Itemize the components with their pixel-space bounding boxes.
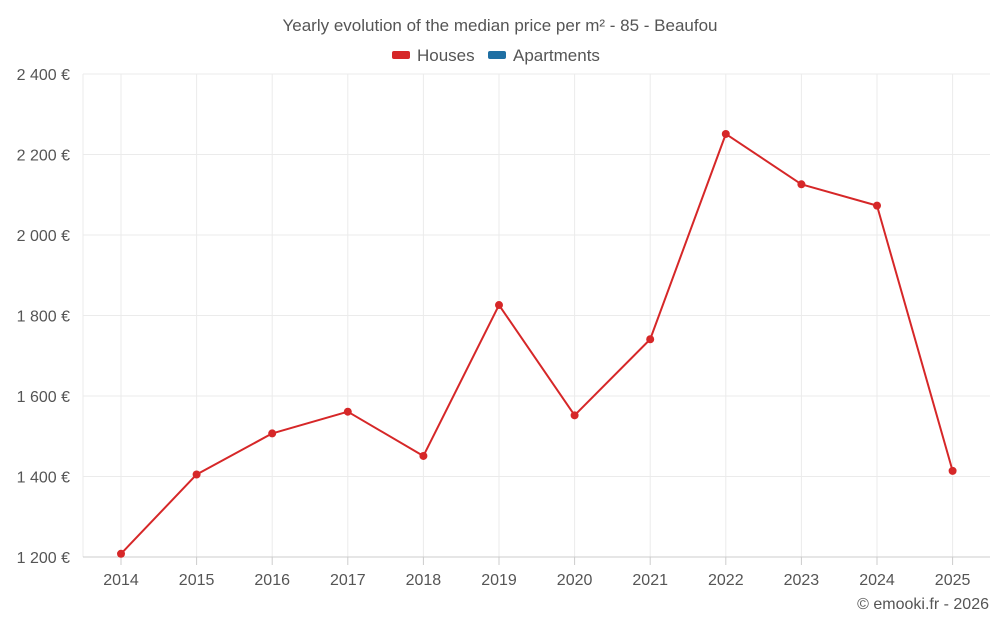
x-tick-label: 2018 xyxy=(406,572,442,589)
legend-label-houses: Houses xyxy=(417,46,475,65)
series-line-houses xyxy=(120,132,954,555)
legend: Houses Apartments xyxy=(392,46,600,65)
x-tick-label: 2016 xyxy=(254,572,290,589)
grid xyxy=(83,73,990,558)
x-tick-label: 2019 xyxy=(481,572,517,589)
x-tick-label: 2024 xyxy=(859,572,895,589)
legend-swatch-houses xyxy=(392,51,410,59)
credit-text: © emooki.fr - 2026 xyxy=(857,596,989,613)
data-point[interactable] xyxy=(192,470,201,479)
y-tick-label: 2 400 € xyxy=(17,67,70,84)
x-tick-label: 2015 xyxy=(179,572,215,589)
chart-title: Yearly evolution of the median price per… xyxy=(282,16,717,35)
data-point[interactable] xyxy=(419,451,428,460)
x-tick-label: 2017 xyxy=(330,572,366,589)
x-tick-label: 2023 xyxy=(784,572,820,589)
x-tick-label: 2025 xyxy=(935,572,971,589)
data-point[interactable] xyxy=(495,301,503,310)
data-point[interactable] xyxy=(646,335,655,344)
y-tick-label: 1 400 € xyxy=(17,470,70,487)
data-point[interactable] xyxy=(873,201,881,210)
x-tick-label: 2020 xyxy=(557,572,593,589)
x-tick-label: 2014 xyxy=(103,572,139,589)
legend-swatch-apartments xyxy=(488,51,506,59)
x-tick-label: 2021 xyxy=(632,572,668,589)
x-tick-label: 2022 xyxy=(708,572,744,589)
data-point[interactable] xyxy=(797,180,806,189)
data-point[interactable] xyxy=(948,466,957,475)
axes: 1 200 € 1 400 € 1 600 € 1 800 € 2 000 € 2 200… xyxy=(17,67,990,589)
series-layer xyxy=(117,129,957,558)
y-tick-label: 1 200 € xyxy=(17,550,70,567)
legend-label-apartments: Apartments xyxy=(513,46,600,65)
legend-item-apartments[interactable]: Apartments xyxy=(488,46,600,65)
data-point[interactable] xyxy=(268,429,277,438)
y-tick-label: 2 000 € xyxy=(17,228,70,245)
legend-item-houses[interactable]: Houses xyxy=(392,46,475,65)
data-point[interactable] xyxy=(117,549,125,558)
y-tick-label: 1 600 € xyxy=(17,389,70,406)
data-point[interactable] xyxy=(570,411,579,420)
data-point[interactable] xyxy=(721,129,730,138)
data-point[interactable] xyxy=(343,407,352,416)
y-tick-label: 2 200 € xyxy=(17,148,70,165)
y-tick-label: 1 800 € xyxy=(17,309,70,326)
